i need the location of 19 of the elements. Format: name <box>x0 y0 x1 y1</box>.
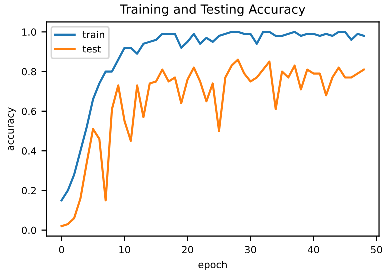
x-tick-label: 40 <box>308 246 320 254</box>
y-tick-label: 1.0 <box>22 28 36 36</box>
line-series <box>60 58 366 228</box>
x-tick-label: 20 <box>182 246 194 254</box>
x-tick-label: 50 <box>371 246 382 254</box>
y-tick-label: 0.4 <box>22 148 36 155</box>
y-tick-label: 0.0 <box>22 226 36 234</box>
line-series <box>60 31 366 202</box>
y-axis-title: accuracy <box>8 108 16 151</box>
x-tick-label: 10 <box>120 246 130 254</box>
x-tick-label: 0 <box>59 246 64 254</box>
y-tick-label: 0.6 <box>22 108 36 116</box>
x-tick-label: 30 <box>245 246 256 254</box>
x-axis-title: epoch <box>198 260 227 270</box>
y-tick-label: 0.2 <box>22 187 36 195</box>
legend-label: test <box>82 46 102 53</box>
chart-title: Training and Testing Accuracy <box>120 4 306 17</box>
y-tick-label: 0.8 <box>22 68 36 76</box>
legend-label: train <box>82 30 104 39</box>
